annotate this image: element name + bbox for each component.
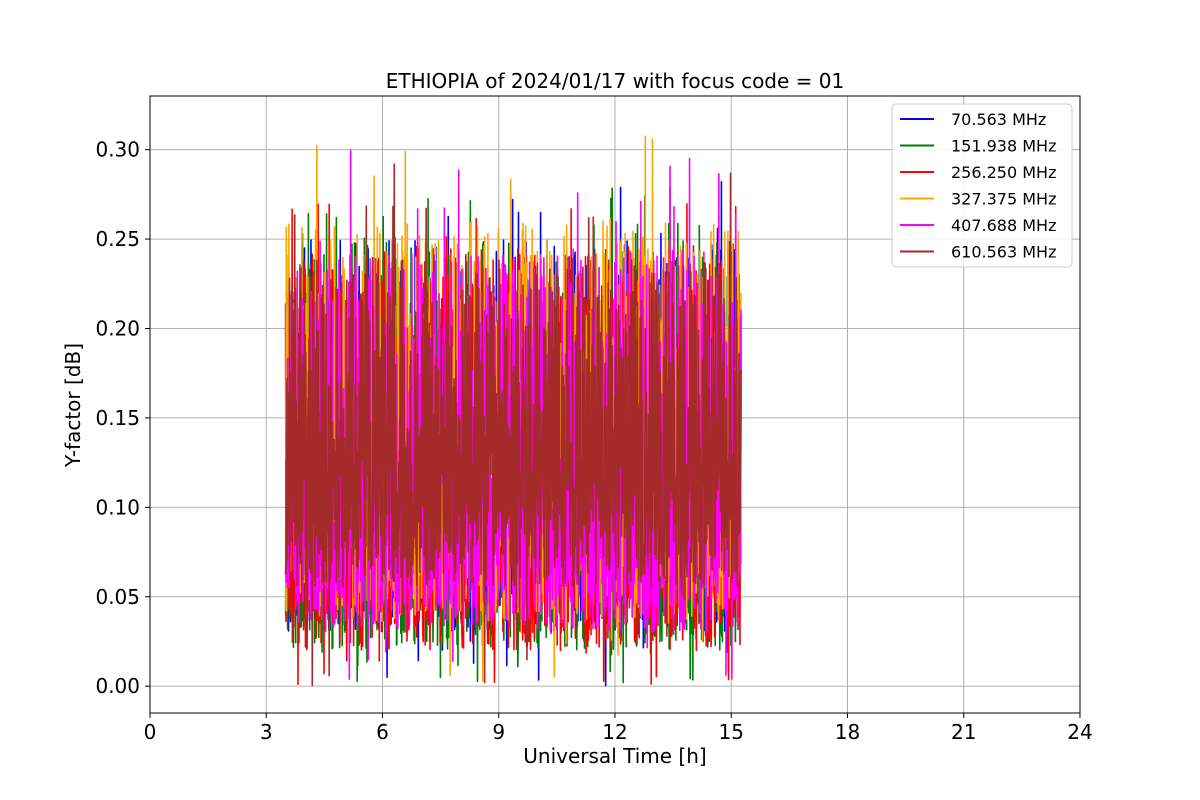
legend-label: 407.688 MHz bbox=[951, 216, 1056, 235]
x-tick-label: 6 bbox=[376, 720, 389, 744]
y-tick-label: 0.05 bbox=[95, 585, 140, 609]
y-tick-label: 0.00 bbox=[95, 674, 140, 698]
x-axis-title: Universal Time [h] bbox=[523, 744, 706, 768]
legend-label: 327.375 MHz bbox=[951, 190, 1056, 209]
legend-box bbox=[891, 103, 1073, 268]
y-axis-title: Y-factor [dB] bbox=[61, 343, 85, 468]
y-tick-label: 0.30 bbox=[95, 138, 140, 162]
legend: 70.563 MHz 151.938 MHz 256.250 MHz 327.375 … bbox=[891, 103, 1073, 268]
series-layer bbox=[284, 135, 742, 687]
y-tick-label: 0.10 bbox=[95, 495, 140, 519]
x-tick-label: 21 bbox=[951, 720, 976, 744]
x-axis: 0 3 6 9 12 15 18 21 24 bbox=[144, 713, 1093, 744]
x-tick-label: 18 bbox=[835, 720, 860, 744]
legend-label: 610.563 MHz bbox=[951, 243, 1056, 262]
x-tick-label: 9 bbox=[492, 720, 505, 744]
y-tick-label: 0.25 bbox=[95, 227, 140, 251]
y-tick-label: 0.15 bbox=[95, 406, 140, 430]
y-axis: 0.00 0.05 0.10 0.15 0.20 0.25 0.30 bbox=[95, 138, 150, 698]
legend-label: 151.938 MHz bbox=[951, 137, 1056, 156]
x-tick-label: 24 bbox=[1067, 720, 1092, 744]
x-tick-label: 3 bbox=[260, 720, 273, 744]
x-tick-label: 12 bbox=[602, 720, 627, 744]
y-tick-label: 0.20 bbox=[95, 316, 140, 340]
chart-title: ETHIOPIA of 2024/01/17 with focus code =… bbox=[386, 69, 844, 93]
x-tick-label: 0 bbox=[144, 720, 157, 744]
legend-label: 256.250 MHz bbox=[951, 163, 1056, 182]
series-line bbox=[284, 163, 742, 687]
legend-label: 70.563 MHz bbox=[951, 110, 1046, 129]
x-tick-label: 15 bbox=[719, 720, 744, 744]
